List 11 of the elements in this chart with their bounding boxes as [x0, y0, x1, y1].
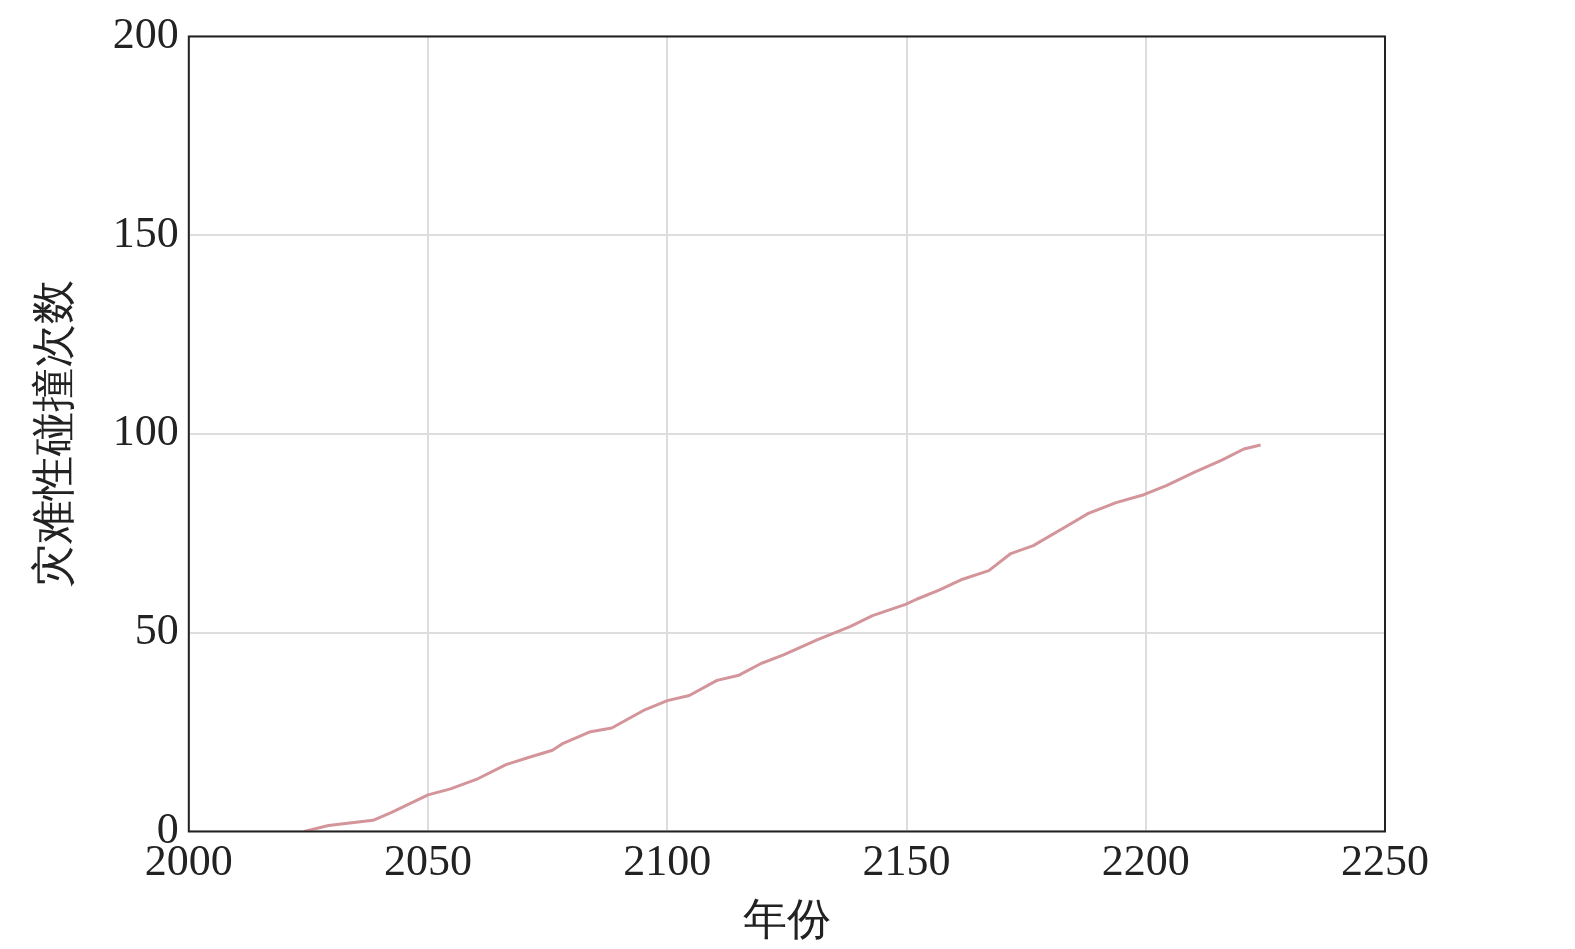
y-axis-title: 灾难性碰撞次数 — [28, 279, 78, 588]
x-axis-title: 年份 — [742, 895, 831, 945]
x-tick-label: 2200 — [1101, 836, 1190, 886]
y-tick-label: 200 — [112, 8, 179, 58]
y-tick-label: 150 — [112, 207, 179, 257]
y-tick-label: 100 — [112, 406, 179, 456]
y-tick-label: 50 — [134, 605, 179, 655]
x-tick-label: 2050 — [384, 836, 473, 886]
x-tick-label: 2100 — [623, 836, 712, 886]
x-tick-label: 2150 — [862, 836, 951, 886]
x-tick-label: 2250 — [1341, 836, 1429, 886]
